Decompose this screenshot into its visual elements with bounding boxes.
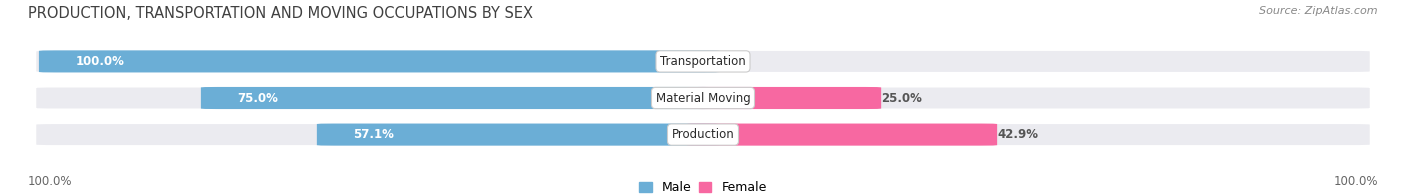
Text: PRODUCTION, TRANSPORTATION AND MOVING OCCUPATIONS BY SEX: PRODUCTION, TRANSPORTATION AND MOVING OC… [28, 6, 533, 21]
Text: 75.0%: 75.0% [238, 92, 278, 104]
FancyBboxPatch shape [39, 50, 720, 73]
FancyBboxPatch shape [686, 87, 882, 109]
Text: 100.0%: 100.0% [76, 55, 124, 68]
Text: 100.0%: 100.0% [1333, 175, 1378, 188]
FancyBboxPatch shape [686, 123, 997, 146]
Text: 0.0%: 0.0% [717, 55, 749, 68]
FancyBboxPatch shape [316, 123, 720, 146]
Text: 42.9%: 42.9% [997, 128, 1038, 141]
FancyBboxPatch shape [35, 123, 1371, 146]
Text: Transportation: Transportation [661, 55, 745, 68]
FancyBboxPatch shape [35, 50, 1371, 73]
FancyBboxPatch shape [201, 87, 720, 109]
Text: Production: Production [672, 128, 734, 141]
Text: 25.0%: 25.0% [882, 92, 922, 104]
FancyBboxPatch shape [35, 86, 1371, 110]
Text: 57.1%: 57.1% [353, 128, 394, 141]
Text: Material Moving: Material Moving [655, 92, 751, 104]
Text: 100.0%: 100.0% [28, 175, 73, 188]
Text: Source: ZipAtlas.com: Source: ZipAtlas.com [1260, 6, 1378, 16]
Legend: Male, Female: Male, Female [634, 176, 772, 196]
